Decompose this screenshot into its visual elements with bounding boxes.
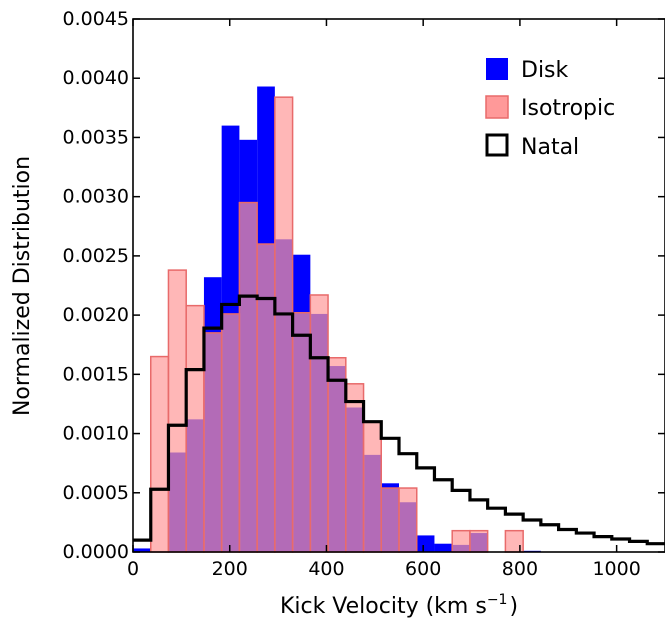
legend-label-isotropic: Isotropic: [521, 96, 615, 121]
isotropic-bar: [380, 487, 400, 553]
y-tick-label: 0.0040: [63, 67, 129, 89]
isotropic-bar: [256, 243, 276, 553]
isotropic-bar: [238, 201, 258, 553]
y-tick-label: 0.0030: [63, 186, 129, 208]
x-axis-title-exponent: −1: [487, 592, 508, 608]
disk-bar: [133, 548, 151, 552]
isotropic-bar: [185, 304, 205, 553]
isotropic-bar: [203, 332, 223, 553]
y-tick-label: 0.0005: [63, 482, 129, 504]
y-axis-title: Normalized Distribution: [10, 156, 35, 416]
legend-swatch-natal: [485, 133, 509, 157]
legend-swatch-disk: [486, 58, 508, 80]
disk-bar: [434, 543, 453, 552]
y-tick-label: 0.0015: [63, 363, 129, 385]
isotropic-bar: [149, 355, 170, 553]
isotropic-bar: [327, 357, 347, 553]
x-tick-labels-group: 0 200 400 600 800 1000: [127, 558, 641, 580]
x-tick-label: 0: [127, 558, 139, 580]
legend: Disk Isotropic Natal: [485, 58, 615, 160]
y-tick-label: 0.0000: [63, 541, 129, 563]
legend-swatch-isotropic: [485, 95, 509, 119]
plot-frame: [132, 18, 665, 553]
isotropic-bar: [451, 529, 471, 553]
isotropic-bar: [345, 383, 365, 553]
isotropic-bar: [469, 529, 489, 553]
isotropic-bars-group: [149, 96, 524, 553]
x-tick-label: 600: [405, 558, 441, 580]
x-axis-title-close: ): [509, 594, 518, 619]
y-tick-label: 0.0025: [63, 245, 129, 267]
x-tick-label: 1000: [592, 558, 640, 580]
isotropic-bar: [398, 487, 418, 553]
disk-bar: [416, 535, 435, 552]
y-tick-label: 0.0035: [63, 126, 129, 148]
isotropic-bar: [362, 420, 383, 553]
isotropic-bar: [291, 311, 312, 553]
x-tick-label: 400: [308, 558, 344, 580]
y-tick-label: 0.0010: [63, 423, 129, 445]
y-tick-label: 0.0020: [63, 304, 129, 326]
x-tick-label: 200: [212, 558, 248, 580]
isotropic-bar: [220, 313, 241, 553]
isotropic-bar: [274, 96, 294, 553]
isotropic-bar: [167, 269, 187, 553]
legend-label-natal: Natal: [521, 135, 579, 160]
x-axis-title: Kick Velocity (km s−1): [280, 592, 518, 619]
natal-step-line: [133, 294, 665, 546]
isotropic-bar: [309, 294, 329, 553]
legend-label-disk: Disk: [521, 58, 569, 83]
y-tick-label: 0.0045: [63, 8, 129, 30]
natal-step-group: [133, 294, 665, 546]
x-tick-label: 800: [502, 558, 538, 580]
y-tick-labels-group: 0.0000 0.0005 0.0010 0.0015 0.0020 0.0025 0.00…: [63, 8, 129, 563]
axis-ticks-group: [132, 18, 665, 553]
